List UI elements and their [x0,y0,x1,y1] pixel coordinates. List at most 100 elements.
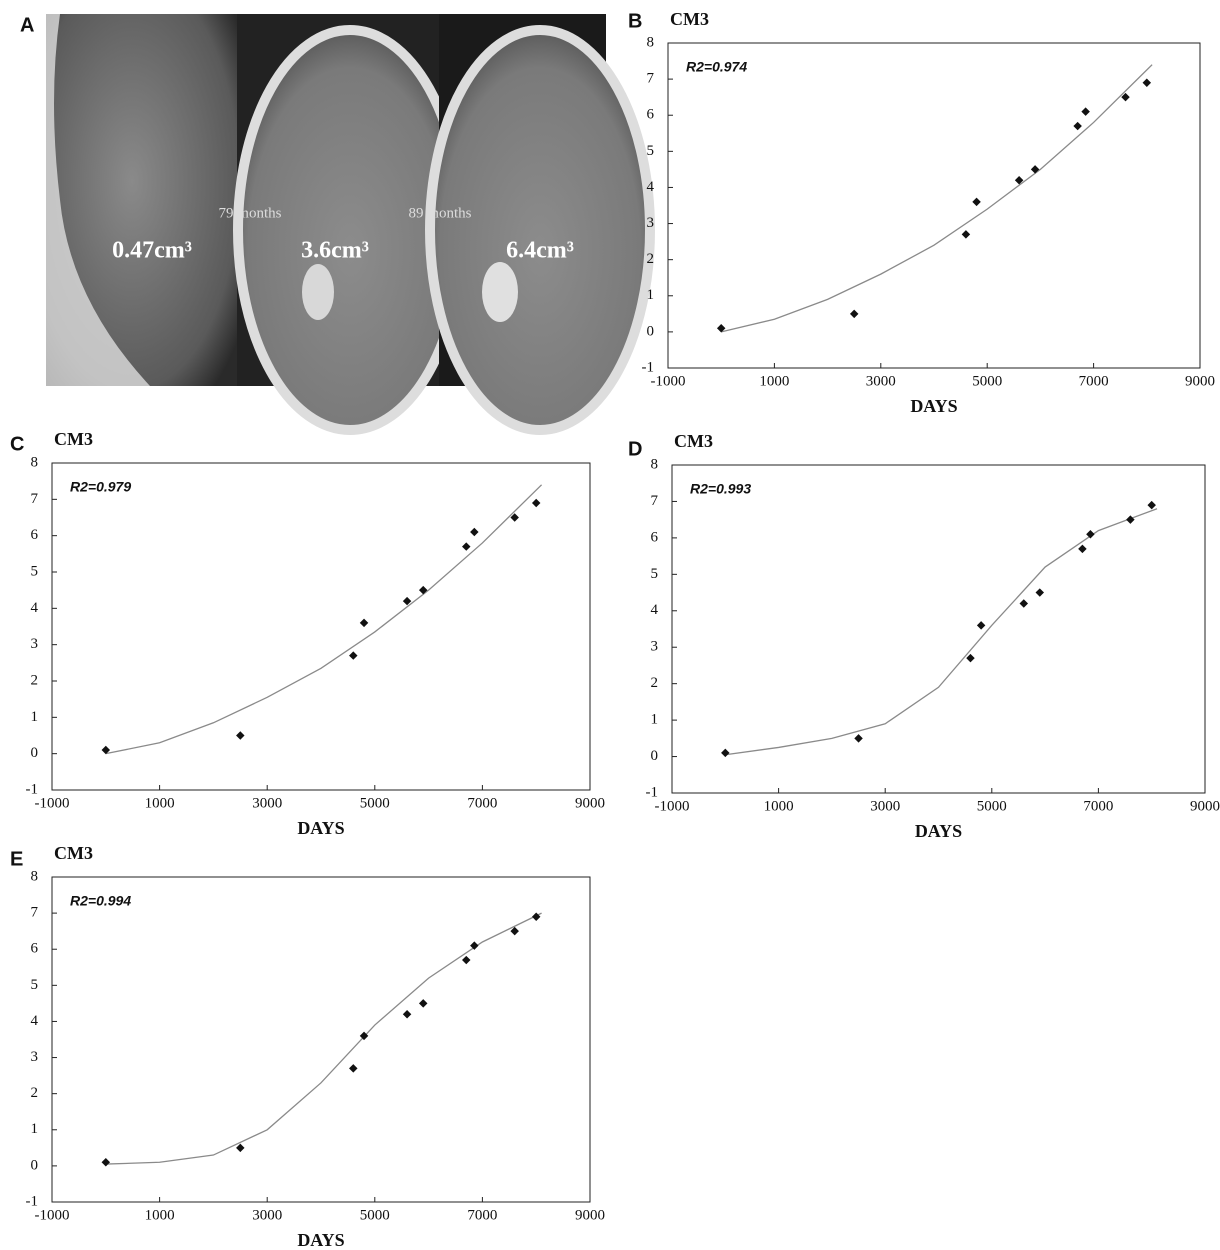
panel-letter: E [10,848,23,870]
y-tick-label: 5 [31,563,39,579]
x-tick-label: -1000 [651,373,686,389]
x-tick-label: -1000 [35,1207,70,1223]
data-point [470,528,478,536]
y-tick-label: 0 [31,745,39,761]
data-point [1086,530,1094,538]
x-tick-label: 9000 [1185,373,1215,389]
annotation: R2=0.974 [686,59,747,75]
data-point [721,749,729,757]
fit-curve [721,65,1152,332]
tumor [482,262,518,322]
y-axis-label: CM3 [54,429,93,449]
panel-letter: C [10,433,24,455]
y-tick-label: 5 [31,977,39,993]
data-point [462,542,470,550]
data-point [854,734,862,742]
y-tick-label: 3 [651,639,659,655]
image-panel: A 0.47cm³ 3.6cm³ 6.4cm³ 79 months 89 mon… [20,14,650,430]
y-tick-label: 7 [31,491,39,507]
interval-label: 89 months [409,205,472,221]
plot-frame [52,877,590,1202]
y-tick-label: 7 [647,71,655,87]
x-tick-label: 7000 [1083,798,1113,814]
plot-frame [52,463,590,790]
y-tick-label: 8 [651,456,659,472]
data-point [532,499,540,507]
data-point [419,586,427,594]
y-tick-label: 4 [31,600,39,616]
x-tick-label: -1000 [35,795,70,811]
plot-frame [668,43,1200,368]
x-tick-label: 3000 [252,795,282,811]
x-tick-label: 3000 [252,1207,282,1223]
data-point [962,230,970,238]
data-point [1143,78,1151,86]
y-tick-label: 7 [31,905,39,921]
tumor [302,264,334,320]
y-tick-label: 4 [647,179,655,195]
fit-curve [106,913,542,1164]
mri-head [430,30,650,430]
y-tick-label: 1 [651,712,659,728]
annotation: R2=0.994 [70,893,131,909]
x-tick-label: 1000 [145,1207,175,1223]
x-tick-label: 7000 [467,795,497,811]
data-point [1020,599,1028,607]
y-tick-label: 4 [651,602,659,618]
x-tick-label: 1000 [764,798,794,814]
y-tick-label: 0 [31,1157,39,1173]
x-tick-label: 7000 [1079,373,1109,389]
data-point [470,941,478,949]
panel-letter: B [628,10,642,32]
y-tick-label: 0 [651,748,659,764]
y-axis-label: CM3 [674,431,713,451]
data-point [1147,501,1155,509]
x-tick-label: 5000 [972,373,1002,389]
y-tick-label: 8 [31,454,39,470]
x-tick-label: -1000 [655,798,690,814]
y-tick-label: 1 [647,287,655,303]
y-axis-label: CM3 [670,9,709,29]
x-tick-label: 5000 [977,798,1007,814]
data-point [966,654,974,662]
y-tick-label: 1 [31,1121,39,1137]
volume-label: 0.47cm³ [112,238,192,264]
y-tick-label: 0 [647,323,655,339]
x-tick-label: 9000 [575,795,605,811]
data-point [419,999,427,1007]
y-tick-label: 3 [31,1049,39,1065]
y-tick-label: 6 [31,527,39,543]
data-point [236,1144,244,1152]
x-tick-label: 5000 [360,795,390,811]
data-point [349,1064,357,1072]
data-point [360,619,368,627]
y-axis-label: CM3 [54,843,93,863]
y-tick-label: 6 [31,941,39,957]
y-tick-label: 6 [651,529,659,545]
data-point [349,651,357,659]
y-tick-label: 7 [651,493,659,509]
volume-label: 3.6cm³ [301,238,369,264]
figure: A 0.47cm³ 3.6cm³ 6.4cm³ 79 months 89 mon… [0,0,1220,1250]
y-tick-label: 2 [647,251,655,267]
data-point [972,198,980,206]
x-tick-label: 3000 [870,798,900,814]
data-point [236,731,244,739]
data-point [1081,107,1089,115]
data-point [1126,515,1134,523]
data-point [1073,122,1081,130]
data-point [102,1158,110,1166]
x-axis-label: DAYS [915,821,962,841]
y-tick-label: 2 [31,672,39,688]
x-tick-label: 9000 [575,1207,605,1223]
panel-letter: D [628,438,642,460]
fit-curve [106,485,542,754]
y-tick-label: 6 [647,107,655,123]
y-tick-label: 3 [647,215,655,231]
x-tick-label: 9000 [1190,798,1220,814]
data-point [403,1010,411,1018]
y-tick-label: 8 [647,34,655,50]
